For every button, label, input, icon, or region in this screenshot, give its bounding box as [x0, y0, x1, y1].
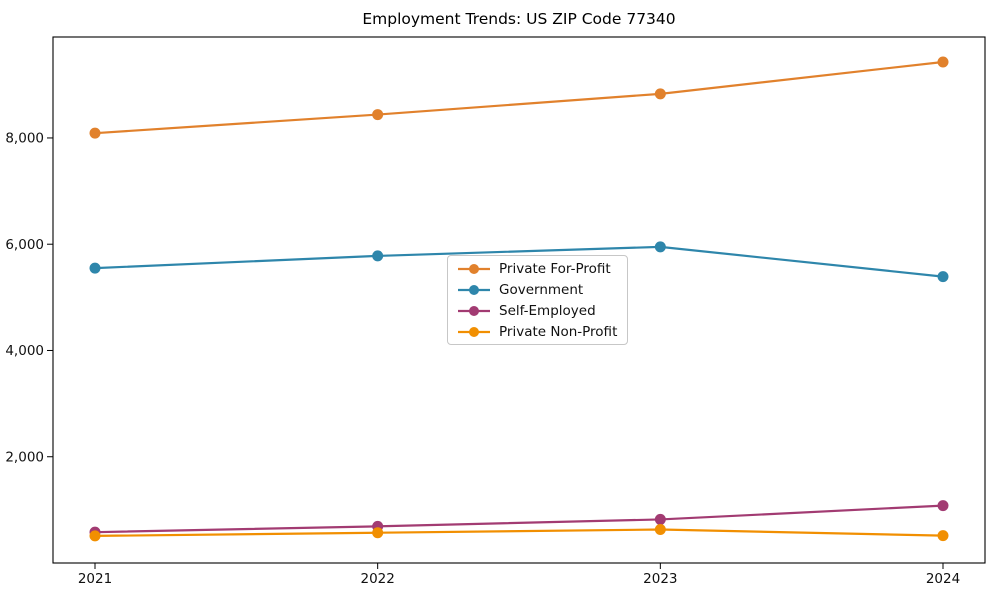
series-private-for-profit	[89, 56, 949, 139]
x-tick-label: 2022	[360, 571, 394, 587]
y-tick-label: 6,000	[5, 237, 44, 253]
legend-label: Self-Employed	[499, 302, 596, 319]
x-tick-label: 2024	[926, 571, 960, 587]
chart-title: Employment Trends: US ZIP Code 77340	[362, 10, 676, 28]
legend-line-marker	[458, 326, 490, 337]
legend-item: Private Non-Profit	[457, 323, 617, 340]
series-line	[94, 504, 944, 534]
legend: Private For-Profit Government Self-Employe…	[447, 255, 629, 345]
series-line	[94, 60, 944, 135]
data-point-marker	[372, 250, 384, 262]
legend-label: Private Non-Profit	[499, 323, 618, 340]
data-point-marker	[89, 262, 101, 274]
series-line	[94, 528, 944, 538]
series-line	[94, 245, 944, 278]
data-point-marker	[89, 530, 101, 542]
data-point-marker	[937, 530, 949, 542]
legend-label: Private For-Profit	[499, 260, 611, 277]
legend-line-marker	[458, 284, 490, 295]
y-axis: 2,000 4,000 6,000 8,000	[5, 131, 53, 465]
data-point-marker	[372, 527, 384, 539]
series-private-non-profit	[89, 524, 949, 542]
data-point-marker	[654, 524, 666, 536]
y-tick-label: 4,000	[5, 343, 44, 359]
axes-box	[52, 36, 986, 564]
legend-item: Self-Employed	[457, 302, 617, 319]
data-point-marker	[372, 109, 384, 121]
x-tick-label: 2023	[643, 571, 677, 587]
series-government	[89, 241, 949, 283]
y-tick-label: 2,000	[5, 449, 44, 465]
data-point-marker	[654, 513, 666, 525]
x-tick-label: 2021	[78, 571, 112, 587]
data-point-marker	[654, 88, 666, 100]
data-point-marker	[654, 241, 666, 253]
data-point-marker	[937, 500, 949, 512]
data-point-marker	[937, 271, 949, 283]
legend-line-marker	[458, 305, 490, 316]
y-tick-label: 8,000	[5, 131, 44, 147]
data-point-marker	[89, 127, 101, 139]
legend-item: Government	[457, 281, 617, 298]
legend-item: Private For-Profit	[457, 260, 617, 277]
legend-label: Government	[499, 281, 584, 298]
x-axis: 2021 2022 2023 2024	[78, 563, 960, 587]
legend-line-marker	[458, 263, 490, 274]
data-point-marker	[937, 56, 949, 68]
